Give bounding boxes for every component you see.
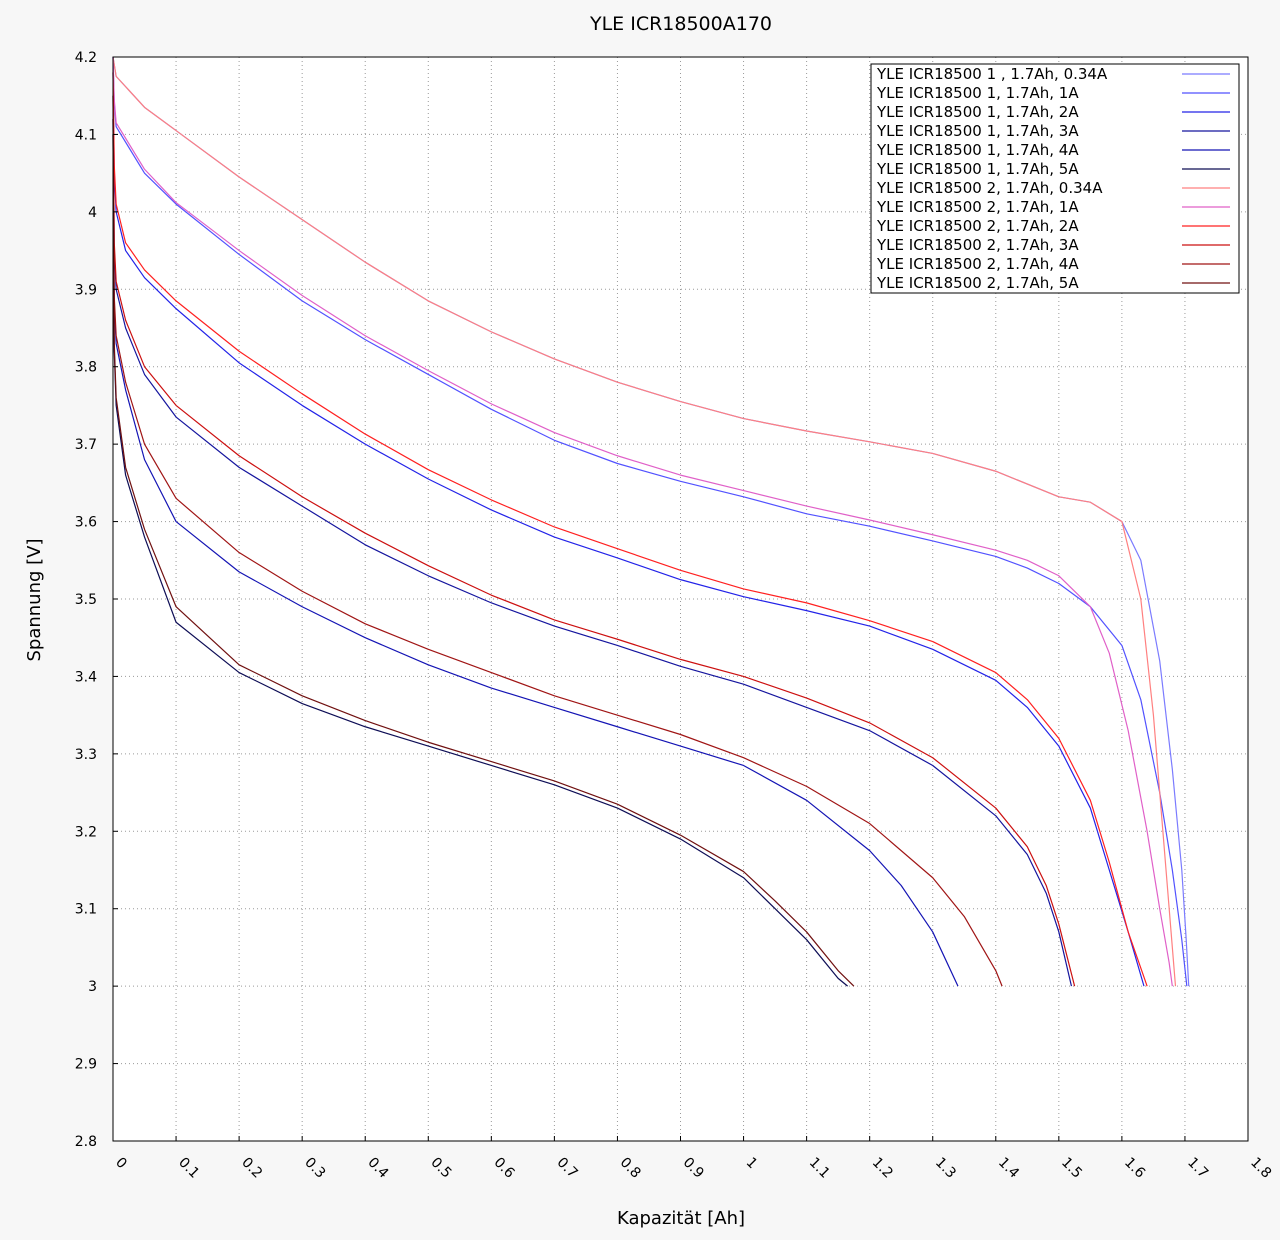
- legend-entry-label: YLE ICR18500 2, 1.7Ah, 0.34A: [876, 179, 1103, 197]
- y-tick-label: 3.4: [75, 669, 97, 685]
- series-line-2: [112, 56, 1188, 987]
- y-tick-label: 2.9: [75, 1057, 97, 1073]
- y-tick-label: 3: [88, 979, 97, 995]
- series-line-4: [112, 95, 1073, 987]
- legend-entry-label: YLE ICR18500 2, 1.7Ah, 3A: [876, 236, 1079, 254]
- series-line-9: [112, 72, 1148, 987]
- series-lines: [112, 56, 1190, 987]
- series-line-8: [112, 56, 1173, 987]
- y-tick-label: 3.9: [75, 282, 97, 298]
- y-tick-label: 3.5: [75, 592, 97, 608]
- y-tick-label: 3.7: [75, 437, 97, 453]
- legend-box: [870, 63, 1240, 294]
- legend-entry-label: YLE ICR18500 1, 1.7Ah, 1A: [876, 84, 1079, 102]
- y-tick-label: 3.1: [75, 902, 97, 918]
- legend-entry-label: YLE ICR18500 2, 1.7Ah, 5A: [876, 274, 1079, 292]
- y-tick-label: 3.6: [75, 515, 97, 531]
- series-line-5: [112, 118, 959, 987]
- y-tick-label: 3.3: [75, 747, 97, 763]
- legend-entry-label: YLE ICR18500 1 , 1.7Ah, 0.34A: [876, 65, 1108, 83]
- legend-entry-label: YLE ICR18500 1, 1.7Ah, 5A: [876, 160, 1079, 178]
- y-tick-label: 4: [88, 205, 97, 221]
- y-tick-label: 4.1: [75, 127, 97, 143]
- legend-entry-label: YLE ICR18500 1, 1.7Ah, 4A: [876, 141, 1079, 159]
- series-line-11: [112, 118, 1003, 987]
- y-axis-label: Spannung [V]: [24, 538, 45, 661]
- x-axis-label: Kapazität [Ah]: [617, 1208, 745, 1229]
- legend-entry-label: YLE ICR18500 2, 1.7Ah, 4A: [876, 255, 1079, 273]
- y-tick-label: 2.8: [75, 1134, 97, 1150]
- series-line-12: [112, 134, 855, 987]
- y-tick-label: 3.8: [75, 360, 97, 376]
- series-line-6: [112, 134, 848, 987]
- legend-entry-label: YLE ICR18500 1, 1.7Ah, 3A: [876, 122, 1079, 140]
- series-line-7: [112, 56, 1177, 987]
- legend-entry-label: YLE ICR18500 2, 1.7Ah, 2A: [876, 217, 1079, 235]
- series-line-10: [112, 95, 1076, 987]
- y-tick-label: 4.2: [75, 50, 97, 66]
- series-line-3: [112, 72, 1145, 987]
- y-tick-label: 3.2: [75, 824, 97, 840]
- legend-entry-label: YLE ICR18500 2, 1.7Ah, 1A: [876, 198, 1079, 216]
- chart-title: YLE ICR18500A170: [589, 13, 772, 35]
- legend-entry-label: YLE ICR18500 1, 1.7Ah, 2A: [876, 103, 1079, 121]
